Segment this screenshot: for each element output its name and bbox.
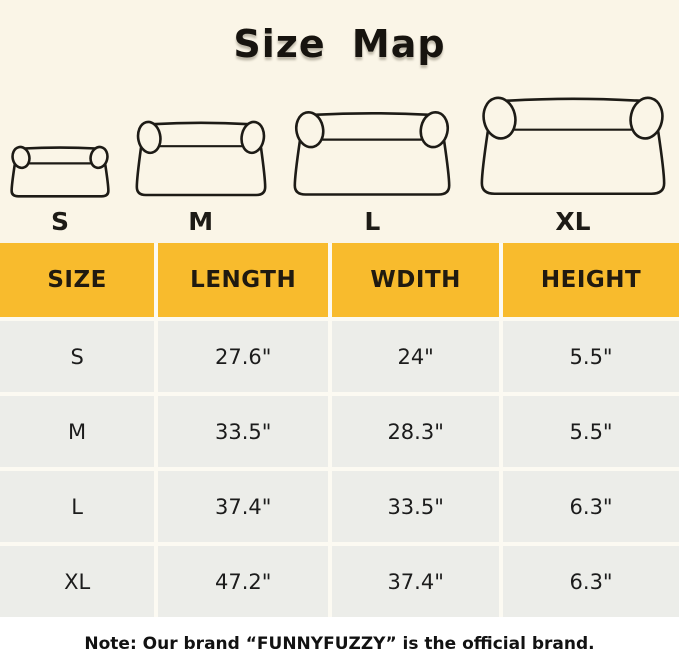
brand-note: Note: Our brand “FUNNYFUZZY” is the offi… (84, 634, 595, 654)
header-cell-size: SIZE (0, 243, 155, 317)
cell-size-l: L (0, 471, 155, 542)
cell-length-s: 27.6" (158, 321, 329, 392)
bed-size-label: XL (555, 207, 591, 236)
footer-section: Note: Our brand “FUNNYFUZZY” is the offi… (0, 617, 679, 671)
cell-length-l: 37.4" (158, 471, 329, 542)
cell-length-xl: 47.2" (158, 546, 329, 617)
pet-sofa-icon-m (133, 119, 268, 197)
cell-length-m: 33.5" (158, 396, 329, 467)
cell-height-s: 5.5" (503, 321, 679, 392)
page-title: Size Map (233, 22, 446, 66)
cell-height-m: 5.5" (503, 396, 679, 467)
cell-width-xl: 37.4" (332, 546, 500, 617)
header-cell-width: WDITH (332, 243, 500, 317)
bed-size-s: S (8, 145, 112, 237)
cell-width-m: 28.3" (332, 396, 500, 467)
bed-illustrations-row: S M L XL (0, 94, 679, 243)
size-table: SIZE LENGTH WDITH HEIGHT S 27.6" 24" 5.5… (0, 243, 679, 617)
cell-size-xl: XL (0, 546, 155, 617)
header-cell-length: LENGTH (158, 243, 329, 317)
bed-size-label: S (50, 207, 69, 236)
pet-sofa-icon-s (9, 145, 111, 198)
bed-size-label: M (188, 207, 214, 236)
cell-width-s: 24" (332, 321, 500, 392)
pet-sofa-icon-xl (478, 94, 668, 196)
bed-size-l: L (289, 109, 455, 237)
pet-sofa-icon-l (292, 109, 453, 196)
cell-size-m: M (0, 396, 155, 467)
cell-height-xl: 6.3" (503, 546, 679, 617)
top-section: Size Map S M L XL (0, 0, 679, 243)
bed-size-m: M (132, 119, 270, 237)
bed-size-label: L (364, 207, 381, 236)
cell-size-s: S (0, 321, 155, 392)
cell-height-l: 6.3" (503, 471, 679, 542)
bed-size-xl: XL (475, 94, 671, 237)
cell-width-l: 33.5" (332, 471, 500, 542)
header-cell-height: HEIGHT (503, 243, 679, 317)
